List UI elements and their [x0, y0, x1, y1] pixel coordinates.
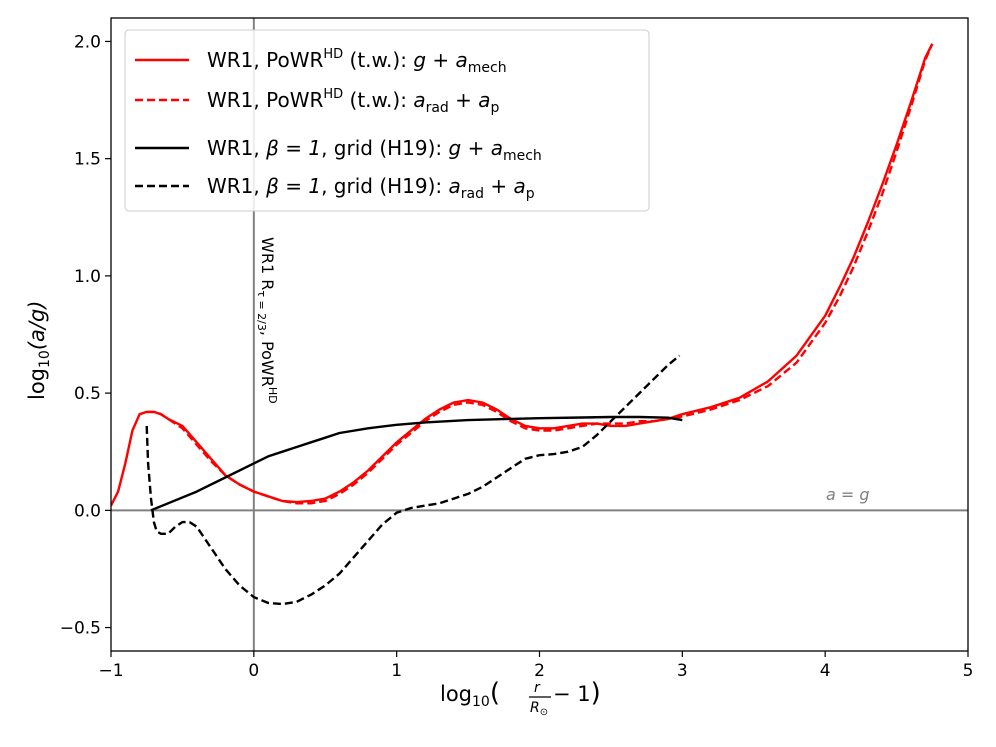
legend: WR1, PoWRHD (t.w.): g + amech WR1, PoWRHD…: [124, 29, 650, 212]
photosphere-label-after: , PoWR: [258, 331, 277, 387]
legend-label-3: WR1, β = 1, grid (H19): g + amech: [207, 136, 542, 164]
y-tick-label: −0.5: [60, 619, 101, 639]
y-tick-label: 0.0: [74, 501, 101, 521]
x-tick-label: 5: [963, 661, 974, 681]
x-axis-label: log10(: [440, 678, 500, 710]
x-axis-fraction: r R⊙: [529, 680, 551, 718]
legend-box: [124, 29, 650, 212]
x-tick-label: 4: [820, 661, 831, 681]
photosphere-label-main: WR1 R: [258, 237, 277, 290]
legend-label-4: WR1, β = 1, grid (H19): arad + ap: [207, 174, 535, 202]
x-axis-frac-den: R⊙: [530, 700, 548, 718]
x-axis-label-suffix: − 1): [553, 678, 601, 708]
x-tick-label: 2: [534, 661, 545, 681]
legend-label-2: WR1, PoWRHD (t.w.): arad + ap: [207, 87, 500, 116]
x-tick-label: −1: [98, 661, 123, 681]
y-tick-label: 1.5: [74, 150, 101, 170]
x-tick-label: 3: [677, 661, 688, 681]
y-tick-label: 1.0: [74, 267, 101, 287]
y-axis-label: log10(a/g): [25, 300, 53, 400]
series-line-1: [111, 43, 934, 507]
y-tick-label: 2.0: [74, 32, 101, 52]
y-tick-label: 0.5: [74, 384, 101, 404]
photosphere-annotation: WR1 Rτ = 2/3, PoWRHD: [255, 237, 279, 404]
plot-frame: [110, 17, 969, 652]
x-axis-frac-num: r: [534, 680, 541, 696]
a-equals-g-label: a = g: [826, 485, 870, 504]
series-line-3: [150, 415, 683, 512]
series-line-4: [145, 354, 681, 606]
photosphere-label-sub: τ = 2/3: [255, 290, 268, 331]
x-tick-label: 1: [391, 661, 402, 681]
photosphere-label-sup: HD: [266, 387, 279, 404]
x-tick-label: 0: [248, 661, 259, 681]
svg-text:WR1 Rτ = 2/3, PoWRHD: WR1 Rτ = 2/3, PoWRHD: [255, 237, 279, 404]
legend-label-1: WR1, PoWRHD (t.w.): g + amech: [207, 47, 507, 76]
